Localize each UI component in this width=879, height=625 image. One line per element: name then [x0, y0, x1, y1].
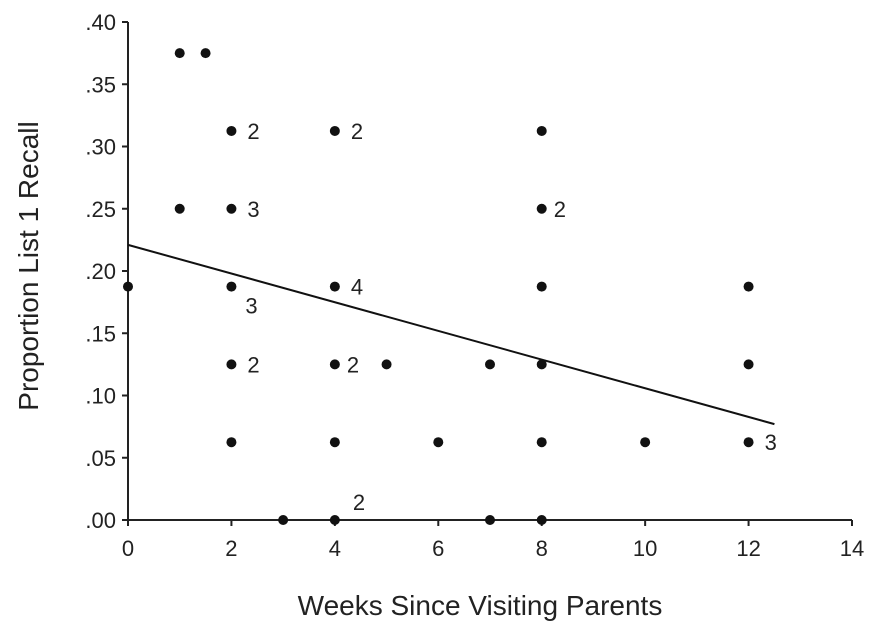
data-point: [536, 281, 547, 292]
data-point: [329, 515, 340, 525]
x-tick-label: 4: [329, 536, 341, 561]
x-tick-label: 10: [633, 536, 657, 561]
data-point: [226, 203, 237, 214]
x-tick-label: 2: [225, 536, 237, 561]
data-point: [536, 359, 547, 370]
data-point: [536, 515, 547, 525]
y-tick-label: .10: [85, 384, 116, 409]
data-point: [433, 437, 444, 448]
data-point: [485, 515, 495, 525]
data-point: [536, 203, 547, 214]
data-point: [743, 437, 754, 448]
data-point: [536, 125, 547, 136]
point-count-labels: 2 3 3 2 2 4 2 2 2 3: [245, 119, 776, 515]
point-count-label: 4: [351, 275, 363, 300]
x-tick-label: 0: [122, 536, 134, 561]
y-tick-label: .00: [85, 508, 116, 533]
point-count-label: 2: [347, 352, 359, 377]
data-point: [226, 359, 237, 370]
point-count-label: 2: [353, 490, 365, 515]
x-axis: 0 2 4 6 8 10 12 14: [122, 519, 864, 561]
point-count-label: 2: [247, 352, 259, 377]
data-point: [329, 359, 340, 370]
data-point: [226, 437, 237, 448]
y-tick-label: .05: [85, 446, 116, 471]
point-count-label: 3: [247, 197, 259, 222]
point-count-label: 2: [351, 119, 363, 144]
regression-line-group: [127, 243, 775, 426]
y-tick-label: .30: [85, 135, 116, 160]
y-tick-label: .35: [85, 72, 116, 97]
data-point: [329, 281, 340, 292]
point-count-label: 3: [245, 294, 257, 319]
data-point: [536, 437, 547, 448]
data-point: [329, 437, 340, 448]
y-tick-label: .25: [85, 197, 116, 222]
data-point: [329, 125, 340, 136]
y-axis: .00 .05 .10 .15 .20 .25 .30 .35 .40: [85, 10, 129, 533]
data-point: [640, 437, 651, 448]
point-count-label: 2: [247, 119, 259, 144]
data-point: [485, 359, 495, 370]
y-tick-label: .40: [85, 10, 116, 35]
data-point: [743, 359, 754, 370]
x-tick-label: 8: [536, 536, 548, 561]
regression-line: [127, 243, 775, 426]
data-point: [226, 125, 237, 136]
data-point: [278, 515, 289, 525]
y-axis-label: Proportion List 1 Recall: [13, 121, 44, 410]
x-axis-label: Weeks Since Visiting Parents: [298, 590, 663, 621]
data-points: [123, 48, 754, 525]
x-tick-label: 12: [736, 536, 760, 561]
point-count-label: 3: [765, 430, 777, 455]
data-point: [200, 48, 211, 59]
data-point: [174, 48, 185, 59]
data-point: [743, 281, 754, 292]
data-point: [381, 359, 392, 370]
y-tick-label: .20: [85, 259, 116, 284]
data-point: [174, 203, 185, 214]
point-count-label: 2: [554, 197, 566, 222]
data-point: [226, 281, 237, 292]
y-tick-label: .15: [85, 321, 116, 346]
x-tick-label: 14: [840, 536, 864, 561]
data-point: [123, 281, 133, 292]
x-tick-label: 6: [432, 536, 444, 561]
